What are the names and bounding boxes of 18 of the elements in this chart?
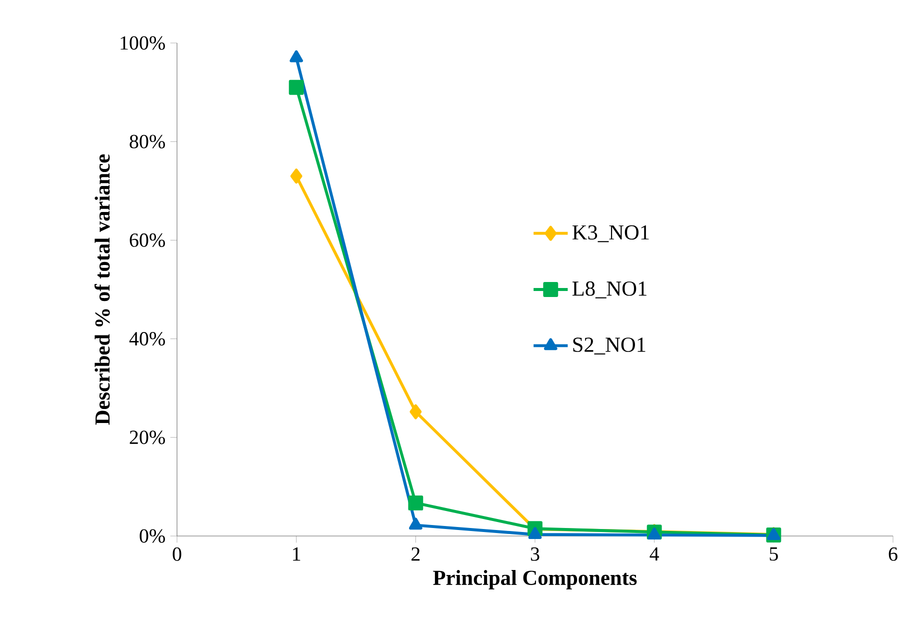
y-tick-label: 20%	[130, 430, 165, 444]
y-axis-title: Described % of total variance	[94, 154, 110, 425]
x-tick-label: 3	[530, 547, 540, 561]
y-tick-label: 80%	[130, 134, 165, 148]
x-tick-label: 6	[888, 547, 898, 561]
legend-label: S2_NO1	[573, 338, 646, 354]
x-tick-label: 4	[650, 547, 660, 561]
x-tick-label: 1	[293, 547, 300, 561]
x-tick-label: 2	[412, 547, 420, 561]
legend-label: K3_NO1	[572, 225, 649, 242]
x-tick-label: 0	[172, 547, 182, 561]
x-axis-title: Principal Components	[433, 570, 637, 590]
y-tick-label: 0%	[140, 529, 165, 543]
y-tick-label: 60%	[130, 233, 165, 247]
y-tick-label: 40%	[129, 332, 165, 346]
y-tick-label: 100%	[120, 36, 165, 50]
legend-label: L8_NO1	[572, 281, 646, 298]
x-tick-label: 5	[770, 547, 778, 561]
